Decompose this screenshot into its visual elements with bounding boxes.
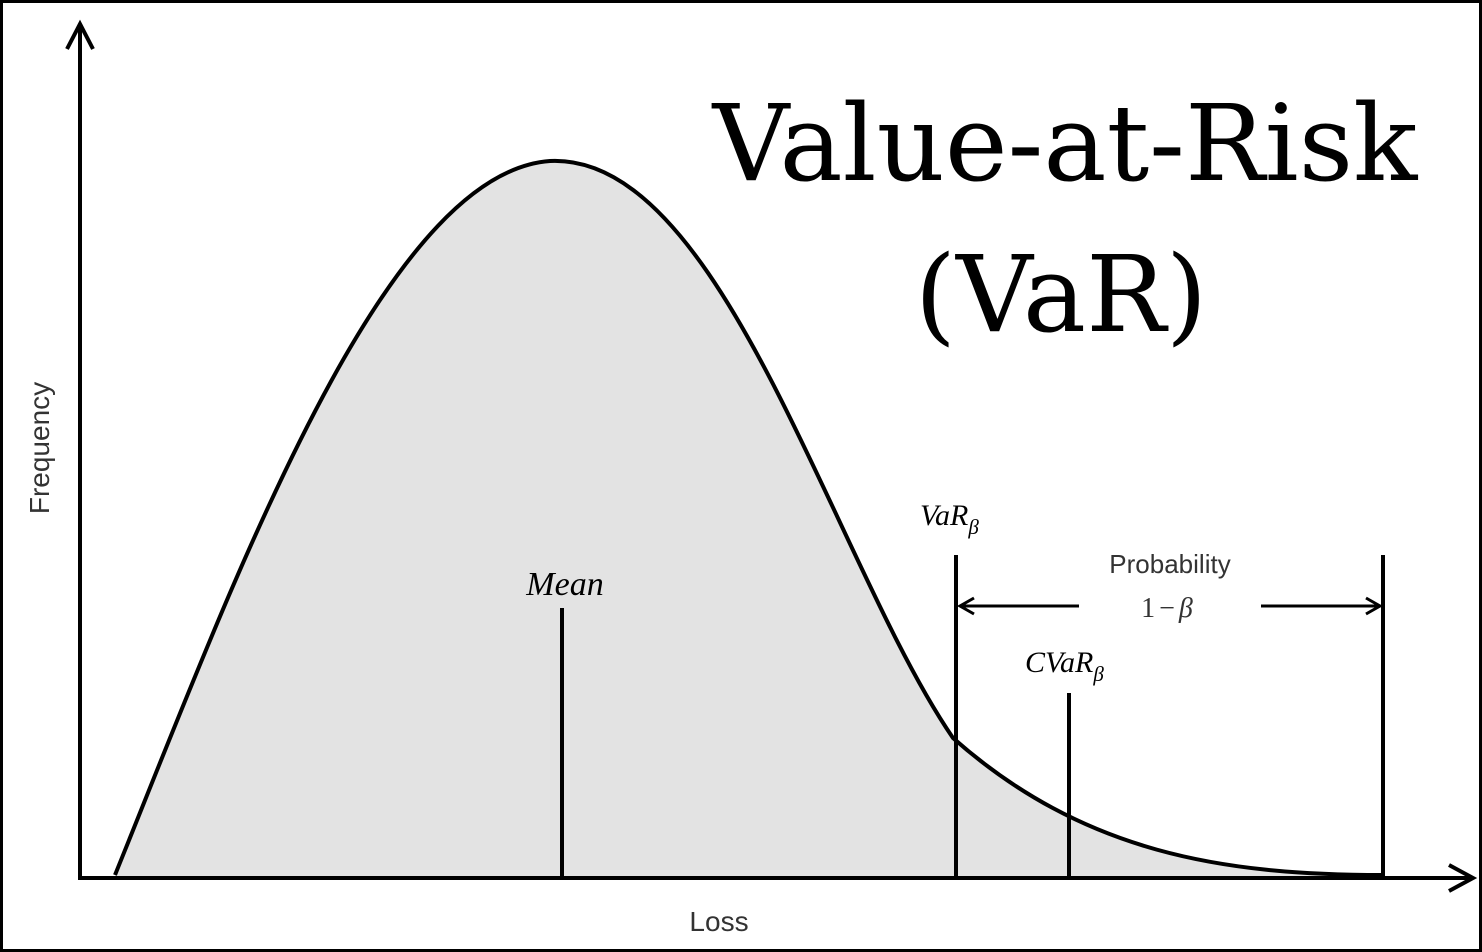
diagram-canvas: Value-at-Risk (VaR) Loss Frequency Mean …	[3, 3, 1479, 949]
var-label: VaRβ	[920, 499, 979, 539]
probability-label: Probability	[1109, 549, 1230, 579]
probability-arrow-right-head	[1365, 596, 1384, 616]
var-label-subscript: β	[967, 515, 979, 539]
probability-beta: β	[1178, 593, 1193, 624]
cvar-label-subscript: β	[1092, 662, 1104, 686]
title-line-2: (VaR)	[915, 233, 1208, 356]
probability-minus: −	[1159, 593, 1175, 624]
y-axis-arrowhead	[65, 19, 95, 50]
probability-one: 1	[1141, 593, 1155, 624]
probability-arrow-left-head	[956, 596, 975, 616]
y-axis-label: Frequency	[24, 382, 55, 514]
x-axis-arrowhead	[1448, 863, 1478, 893]
mean-label: Mean	[525, 566, 603, 603]
probability-expression: 1− β	[1141, 593, 1193, 624]
distribution-curve-fill	[115, 160, 1383, 877]
title-line-1: Value-at-Risk	[711, 82, 1418, 205]
var-diagram: Value-at-Risk (VaR) Loss Frequency Mean …	[24, 19, 1478, 937]
x-axis-label: Loss	[689, 906, 748, 937]
cvar-label: CVaRβ	[1025, 646, 1104, 686]
distribution-curve	[113, 158, 1384, 877]
var-label-text: VaR	[920, 499, 968, 532]
cvar-label-text: CVaR	[1025, 646, 1093, 679]
